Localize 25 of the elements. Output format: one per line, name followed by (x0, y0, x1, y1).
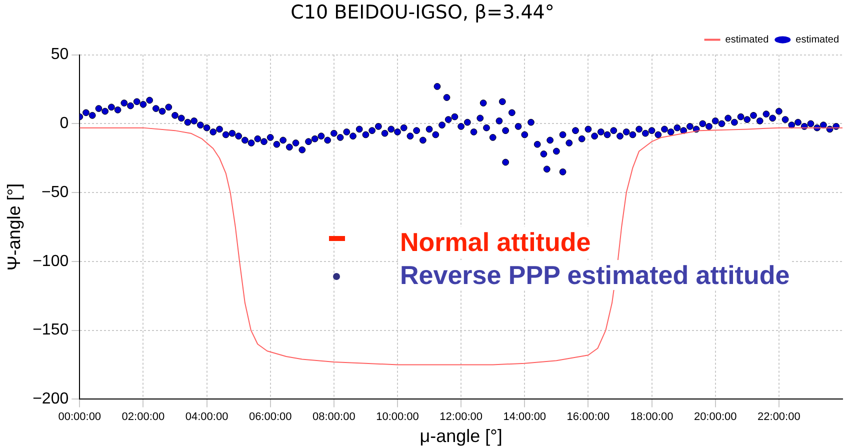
annotation: Normal attitude (400, 227, 591, 257)
x-tick-label: 12:00:00 (440, 410, 482, 423)
x-tick-label: 00:00:00 (58, 410, 102, 423)
y-tick-label: −200 (32, 390, 69, 408)
y-tick-label: 0 (60, 115, 69, 132)
x-tick-label: 02:00:00 (122, 410, 165, 423)
legend-label: estimated (796, 34, 840, 46)
x-axis-title: μ-angle [°] (420, 426, 502, 446)
x-tick-label: 18:00:00 (630, 410, 674, 423)
y-tick-label: 50 (50, 46, 69, 64)
x-tick-label: 20:00:00 (694, 410, 737, 423)
x-tick-label: 14:00:00 (503, 410, 546, 423)
annotation: Reverse PPP estimated attitude (400, 260, 790, 290)
y-tick-label: −100 (32, 252, 69, 270)
y-tick-label: −50 (42, 184, 69, 201)
y-axis-title: Ψ-angle [°] (4, 183, 24, 271)
x-tick-label: 10:00:00 (376, 410, 419, 423)
x-tick-label: 16:00:00 (566, 410, 610, 423)
x-tick-label: 22:00:00 (758, 410, 800, 423)
chart-title: C10 BEIDOU-IGSO, β=3.44° (290, 1, 554, 24)
x-tick-label: 08:00:00 (312, 410, 356, 423)
legend-label: estimated (725, 34, 769, 46)
y-tick-label: −150 (32, 322, 69, 339)
x-tick-label: 04:00:00 (185, 410, 228, 423)
x-tick-label: 06:00:00 (248, 410, 292, 423)
